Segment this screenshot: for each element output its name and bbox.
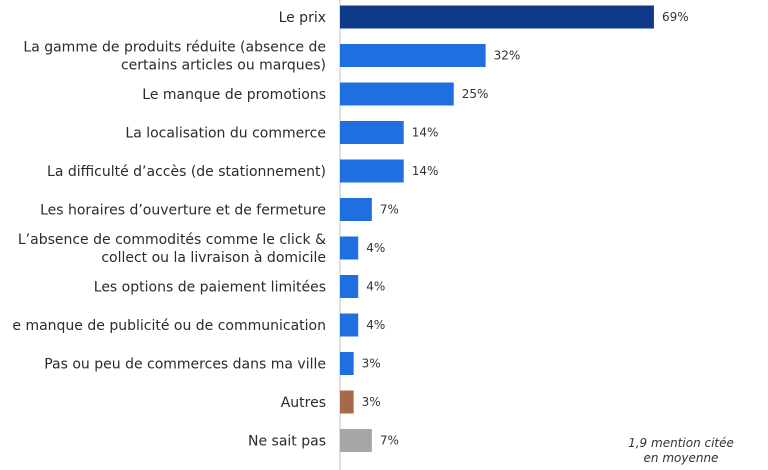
bar-value-label: 4% [366, 280, 385, 294]
category-label: Ne sait pas [248, 434, 326, 450]
bar [340, 275, 359, 298]
bar [340, 313, 359, 337]
category-label: La localisation du commerce [125, 126, 326, 142]
bar-value-label: 25% [462, 87, 489, 101]
category-label: Le prix [279, 10, 326, 26]
bar-value-label: 14% [412, 164, 439, 178]
bar [340, 159, 404, 183]
bar [340, 44, 486, 67]
category-label: Les options de paiement limitées [94, 280, 326, 296]
bar-value-label: 7% [380, 434, 399, 448]
bar [340, 390, 354, 414]
bar-value-label: 4% [366, 318, 385, 332]
bar-value-label: 69% [662, 10, 689, 24]
category-label: L’absence de commodités comme le click &… [18, 232, 326, 266]
bar [340, 82, 454, 106]
bar-value-label: 7% [380, 203, 399, 217]
bar-value-label: 4% [366, 241, 385, 255]
bar-value-label: 32% [494, 49, 521, 63]
bar [340, 352, 354, 375]
average-mentions-note: 1,9 mention citée en moyenne [606, 436, 756, 466]
bar [340, 121, 404, 144]
category-label: La gamme de produits réduite (absence de… [23, 40, 326, 74]
bar [340, 429, 372, 452]
bar-value-label: 3% [362, 357, 381, 371]
bar [340, 198, 372, 221]
category-label: e manque de publicité ou de communicatio… [12, 318, 326, 334]
bar-value-label: 3% [362, 395, 381, 409]
category-label: Le manque de promotions [142, 87, 326, 103]
category-label: Pas ou peu de commerces dans ma ville [44, 357, 326, 373]
bar-value-label: 14% [412, 126, 439, 140]
bar [340, 236, 359, 260]
category-label: La difficulté d’accès (de stationnement) [47, 164, 326, 180]
note-line-2: en moyenne [643, 451, 719, 465]
category-label: Autres [281, 395, 326, 411]
category-label: Les horaires d’ouverture et de fermeture [40, 203, 326, 219]
bar [340, 5, 654, 29]
note-line-1: 1,9 mention citée [628, 436, 734, 450]
